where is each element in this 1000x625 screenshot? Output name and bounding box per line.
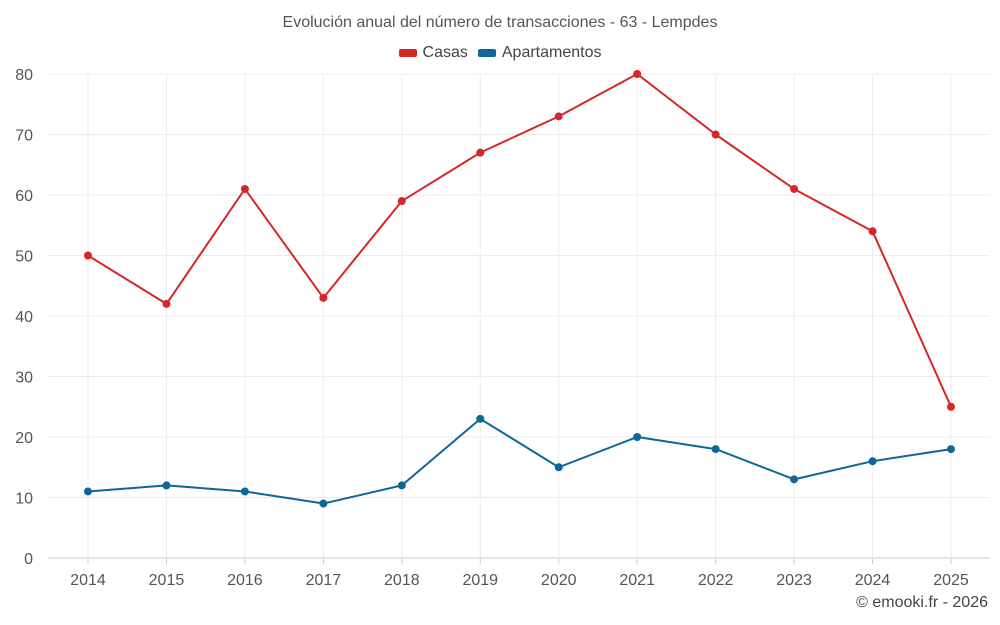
x-tick-label: 2025 (933, 572, 969, 589)
x-tick-label: 2024 (855, 572, 891, 589)
credit-text: © emooki.fr - 2026 (856, 594, 988, 611)
x-tick-label: 2023 (776, 572, 812, 589)
data-point-casas (711, 130, 720, 139)
data-point-casas (633, 70, 642, 78)
data-point-apartamentos (711, 445, 720, 454)
data-point-casas (790, 184, 799, 193)
data-point-casas (84, 251, 92, 260)
y-tick-label: 0 (24, 551, 33, 568)
legend-item-apartamentos[interactable]: Apartamentos (477, 44, 602, 62)
data-point-apartamentos (554, 463, 563, 472)
y-tick-label: 80 (15, 67, 33, 84)
y-tick-label: 20 (15, 430, 33, 447)
x-tick-label: 2014 (70, 572, 106, 589)
data-point-casas (319, 293, 328, 302)
x-tick-label: 2022 (698, 572, 734, 589)
data-point-apartamentos (162, 481, 171, 490)
legend-item-casas[interactable]: Casas (398, 44, 468, 62)
x-tick-label: 2016 (227, 572, 263, 589)
data-point-apartamentos (868, 457, 877, 466)
y-tick-label: 50 (15, 249, 33, 266)
legend-label-apartamentos: Apartamentos (501, 44, 602, 61)
data-point-apartamentos (476, 414, 485, 423)
data-point-apartamentos (790, 475, 799, 484)
data-point-casas (476, 148, 485, 157)
data-point-casas (240, 184, 249, 193)
x-tick-label: 2020 (541, 572, 577, 589)
legend: Casas Apartamentos (0, 44, 1000, 62)
data-point-apartamentos (397, 481, 406, 490)
y-tick-label: 70 (15, 128, 33, 145)
x-tick-label: 2021 (619, 572, 655, 589)
data-point-apartamentos (633, 433, 642, 441)
data-point-apartamentos (947, 445, 955, 454)
y-tick-label: 40 (15, 309, 33, 326)
data-point-casas (554, 112, 563, 121)
legend-label-casas: Casas (422, 44, 468, 61)
data-point-casas (162, 299, 171, 308)
x-tick-label: 2015 (149, 572, 185, 589)
data-point-apartamentos (84, 487, 92, 496)
series-line-casas (87, 73, 952, 408)
data-point-apartamentos (240, 487, 249, 496)
series-line-apartamentos (87, 417, 952, 505)
data-point-casas (397, 197, 406, 206)
y-tick-label: 60 (15, 188, 33, 205)
x-tick-label: 2017 (306, 572, 342, 589)
legend-swatch-casas (398, 49, 417, 57)
y-tick-label: 10 (15, 491, 33, 508)
y-tick-label: 30 (15, 370, 33, 387)
legend-swatch-apartamentos (477, 49, 496, 57)
data-point-casas (868, 227, 877, 236)
chart-title: Evolución anual del número de transaccio… (282, 14, 718, 31)
data-point-casas (947, 402, 955, 411)
data-point-apartamentos (319, 499, 328, 508)
x-tick-label: 2018 (384, 572, 420, 589)
x-tick-label: 2019 (462, 572, 498, 589)
